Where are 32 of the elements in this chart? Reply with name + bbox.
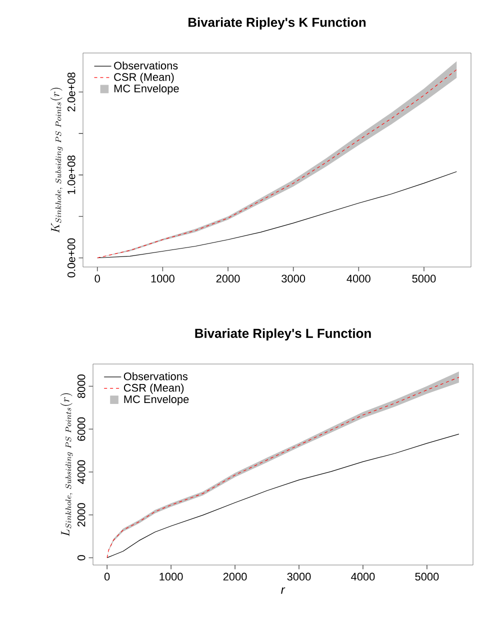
chart-title: Bivariate Ripley's K Function — [188, 17, 366, 30]
x-tick-label: 5000 — [412, 274, 436, 283]
line-series — [106, 434, 460, 558]
y-tick-label: 8000 — [77, 374, 86, 398]
x-tick-label: 3000 — [287, 572, 311, 581]
x-tick-label: 1000 — [160, 572, 183, 581]
y-axis-title: $L_{Sinkhole,\ Subsiding\ PS\ Points}(r)$ — [60, 393, 73, 536]
x-tick-label: 0 — [94, 274, 100, 283]
legend-label: Observations — [124, 372, 188, 380]
x-tick-label: 4000 — [346, 274, 370, 283]
y-tick-label: 2000 — [77, 503, 86, 526]
x-tick-label: 0 — [104, 572, 110, 581]
y-tick-label: 4000 — [77, 460, 86, 484]
y-tick-label: 0 — [77, 555, 86, 560]
y-tick-label: 2.0e+08 — [67, 72, 76, 112]
y-tick-label: 1.0e+08 — [67, 155, 76, 194]
x-axis-title: r — [281, 587, 286, 594]
x-tick-label: 2000 — [223, 572, 247, 581]
x-tick-label: 2000 — [216, 274, 240, 283]
y-tick-label: 6000 — [77, 417, 86, 441]
x-tick-label: 4000 — [351, 572, 375, 581]
y-tick-label: 0.0e+00 — [67, 238, 76, 278]
x-tick-label: 5000 — [415, 572, 439, 581]
legend-label: CSR (Mean) — [124, 384, 184, 394]
chart-title: Bivariate Ripley's L Function — [195, 328, 371, 340]
legend-label: Observations — [114, 61, 178, 70]
annotation: MC Envelope — [114, 84, 179, 95]
y-axis-title: $K_{Sinkhole,\ Subsiding\ PS\ Points}(r)$ — [50, 88, 63, 233]
x-tick-label: 1000 — [151, 274, 174, 283]
x-tick-label: 3000 — [282, 274, 306, 283]
legend-label: CSR (Mean) — [114, 72, 174, 84]
annotation: MC Envelope — [124, 395, 189, 406]
